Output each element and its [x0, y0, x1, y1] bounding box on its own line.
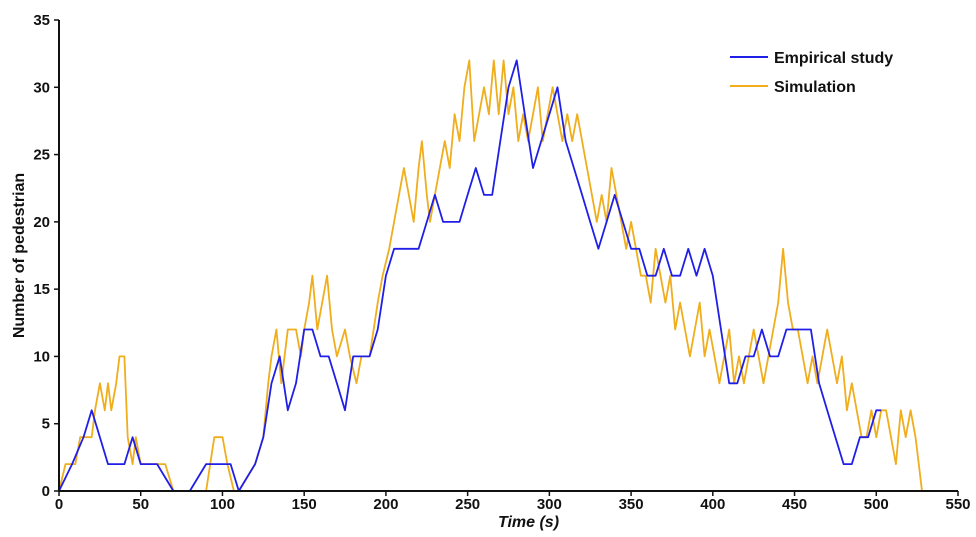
- x-tick-label: 450: [782, 496, 807, 513]
- y-tick-label: 20: [33, 214, 50, 231]
- x-tick-label: 300: [537, 496, 562, 513]
- y-tick-label: 30: [33, 79, 50, 96]
- series-line-empirical-study: [58, 59, 882, 492]
- series-line-simulation: [58, 59, 923, 492]
- legend: Empirical study Simulation: [730, 50, 893, 96]
- x-tick-label: 100: [210, 496, 235, 513]
- x-axis-title: Time (s): [498, 514, 559, 531]
- legend-label-simulation: Simulation: [774, 79, 856, 96]
- y-axis-title: Number of pedestrian: [11, 173, 28, 338]
- x-tick-label: 200: [373, 496, 398, 513]
- x-tick-label: 0: [55, 496, 63, 513]
- y-tick-label: 0: [42, 483, 50, 500]
- x-tick-label: 150: [292, 496, 317, 513]
- x-tick-label: 50: [132, 496, 149, 513]
- y-tick-label: 25: [33, 147, 50, 164]
- x-tick-label: 500: [864, 496, 889, 513]
- y-tick-label: 35: [33, 12, 50, 29]
- series-lines: [58, 59, 923, 492]
- x-tick-label: 400: [700, 496, 725, 513]
- y-tick-label: 15: [33, 281, 50, 298]
- x-tick-label: 550: [945, 496, 970, 513]
- y-tick-label: 5: [42, 416, 50, 433]
- y-tick-label: 10: [33, 348, 50, 365]
- axes: [58, 20, 958, 492]
- x-ticks: 0 50 100 150 200 250 300 350 400 450 500 550: [55, 491, 971, 513]
- y-ticks: 0 5 10 15 20 25 30 35: [33, 12, 59, 500]
- x-tick-label: 250: [455, 496, 480, 513]
- legend-label-empirical-study: Empirical study: [774, 50, 893, 67]
- x-tick-label: 350: [619, 496, 644, 513]
